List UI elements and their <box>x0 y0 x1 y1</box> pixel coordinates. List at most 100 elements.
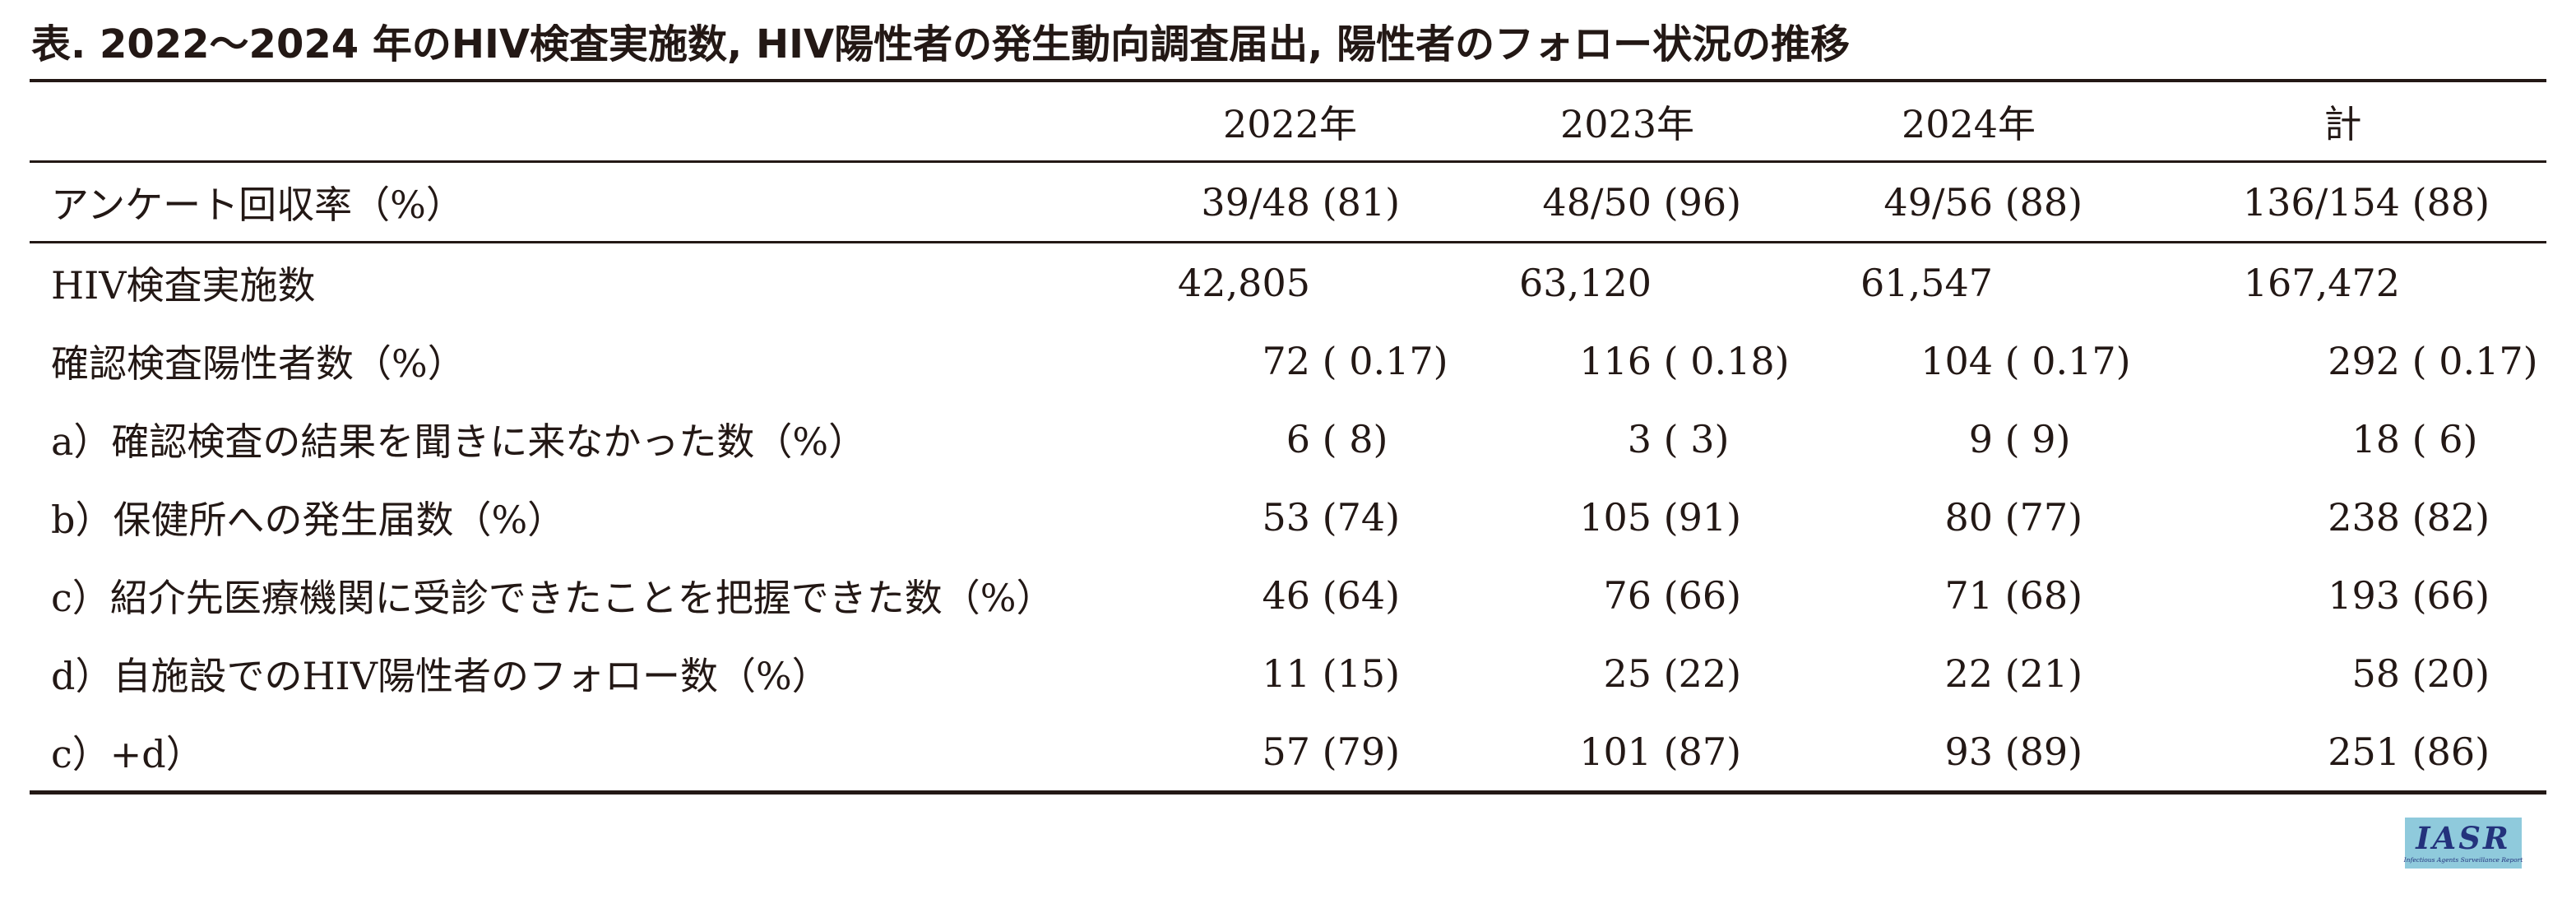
value-cell: 46 (64) <box>1124 556 1457 634</box>
value-cell: 48/50 (96) <box>1457 162 1798 243</box>
value-cell: 238 (82) <box>2139 478 2546 556</box>
value-percent: (86) <box>2400 729 2490 774</box>
row-label: c）紹介先医療機関に受診できたことを把握できた数（%） <box>51 575 1054 620</box>
value-percent: (21) <box>1993 651 2083 696</box>
value-percent: (66) <box>1652 572 1742 618</box>
value-percent: (82) <box>2400 494 2490 540</box>
row-label: c）+d） <box>51 731 204 776</box>
value-cell: 3 ( 3) <box>1457 400 1798 478</box>
table-section-0: アンケート回収率（%） 39/48 (81) 48/50 (96) 49/56 (88… <box>30 162 2546 243</box>
table-row: c）紹介先医療機関に受診できたことを把握できた数（%） 46 (64) 76 (66… <box>30 556 2546 634</box>
value-number: 58 <box>2351 651 2400 696</box>
report-table-figure: 表. 2022～2024 年のHIV検査実施数, HIV陽性者の発生動向調査届出… <box>0 20 2576 869</box>
value-percent: ( 0.17) <box>1310 338 1448 383</box>
table-row: c）+d） 57 (79) 101 (87) 93 (89) 251 (86) <box>30 712 2546 793</box>
value-number: 22 <box>1944 651 1993 696</box>
value-number: 11 <box>1262 651 1310 696</box>
table-row: 確認検査陽性者数（%） 72 ( 0.17) 116 ( 0.18) 104 ( 0.… <box>30 322 2546 400</box>
value-percent: (77) <box>1993 494 2083 540</box>
value-number: 71 <box>1944 572 1993 618</box>
value-number: 72 <box>1262 338 1310 383</box>
value-percent: ( 0.17) <box>2400 338 2538 383</box>
value-cell: 9 ( 9) <box>1798 400 2139 478</box>
value-cell: 292 ( 0.17) <box>2139 322 2546 400</box>
row-label: HIV検査実施数 <box>51 262 316 308</box>
table-row: b）保健所への発生届数（%） 53 (74) 105 (91) 80 (77) 238 … <box>30 478 2546 556</box>
value-number: 104 <box>1920 338 1993 383</box>
value-cell: 25 (22) <box>1457 634 1798 712</box>
iasr-logo-acronym: IASR <box>2416 819 2511 856</box>
table-row: アンケート回収率（%） 39/48 (81) 48/50 (96) 49/56 (88… <box>30 162 2546 243</box>
row-label: a）確認検査の結果を聞きに来なかった数（%） <box>51 419 867 464</box>
value-percent: ( 0.17) <box>1993 338 2131 383</box>
row-label: アンケート回収率（%） <box>51 182 464 227</box>
value-number: 80 <box>1944 494 1993 540</box>
value-number: 251 <box>2328 729 2400 774</box>
table-top-rule <box>30 79 2546 82</box>
value-cell: 57 (79) <box>1124 712 1457 793</box>
value-number: 46 <box>1262 572 1310 618</box>
value-number: 116 <box>1579 338 1652 383</box>
value-cell: 105 (91) <box>1457 478 1798 556</box>
value-cell: 104 ( 0.17) <box>1798 322 2139 400</box>
row-label: d）自施設でのHIV陽性者のフォロー数（%） <box>51 653 830 698</box>
value-number: 57 <box>1262 729 1310 774</box>
value-number: 136/154 <box>2242 179 2400 225</box>
value-number: 25 <box>1603 651 1652 696</box>
value-cell: 11 (15) <box>1124 634 1457 712</box>
value-cell: 61,547 <box>1798 243 2139 322</box>
value-number: 101 <box>1579 729 1652 774</box>
value-percent: (91) <box>1652 494 1742 540</box>
value-number: 18 <box>2351 416 2400 461</box>
value-cell: 49/56 (88) <box>1798 162 2139 243</box>
value-cell: 167,472 <box>2139 243 2546 322</box>
value-percent: (89) <box>1993 729 2083 774</box>
value-percent: ( 0.18) <box>1652 338 1790 383</box>
value-number: 238 <box>2328 494 2400 540</box>
value-percent: (20) <box>2400 651 2490 696</box>
value-cell: 136/154 (88) <box>2139 162 2546 243</box>
value-percent: (66) <box>2400 572 2490 618</box>
value-number: 93 <box>1944 729 1993 774</box>
value-cell: 71 (68) <box>1798 556 2139 634</box>
column-header-2: 2023年 <box>1559 101 1695 146</box>
value-percent: (22) <box>1652 651 1742 696</box>
value-number: 105 <box>1579 494 1652 540</box>
column-header-1: 2022年 <box>1222 101 1358 146</box>
value-percent: (74) <box>1310 494 1401 540</box>
value-number: 49/56 <box>1883 179 1993 225</box>
value-number: 76 <box>1603 572 1652 618</box>
value-number: 63,120 <box>1519 260 1652 305</box>
value-number: 48/50 <box>1542 179 1652 225</box>
header-spacer <box>30 82 1124 162</box>
value-number: 53 <box>1262 494 1310 540</box>
value-number: 292 <box>2328 338 2400 383</box>
column-header-3: 2024年 <box>1901 101 2036 146</box>
table-title: 表. 2022～2024 年のHIV検査実施数, HIV陽性者の発生動向調査届出… <box>31 21 1851 67</box>
value-percent: ( 3) <box>1652 416 1730 461</box>
value-number: 61,547 <box>1860 260 1993 305</box>
data-table: 2022年 2023年 2024年計 アンケート回収率（%） 39/48 (81) 48… <box>30 82 2546 794</box>
value-number: 9 <box>1968 416 1993 461</box>
column-header-4: 計 <box>2323 101 2362 146</box>
value-percent: (15) <box>1310 651 1401 696</box>
header-row: 2022年 2023年 2024年 計 <box>30 82 2546 162</box>
iasr-logo-subtitle: Infectious Agents Surveillance Report <box>2403 855 2523 864</box>
value-number: 3 <box>1627 416 1652 461</box>
value-cell: 42,805 <box>1124 243 1457 322</box>
row-label: 確認検査陽性者数（%） <box>51 340 466 386</box>
table-row: d）自施設でのHIV陽性者のフォロー数（%） 11 (15) 25 (22) 22 (… <box>30 634 2546 712</box>
value-percent: (88) <box>1993 179 2083 225</box>
value-percent: ( 9) <box>1993 416 2071 461</box>
value-cell: 76 (66) <box>1457 556 1798 634</box>
value-cell: 193 (66) <box>2139 556 2546 634</box>
value-cell: 101 (87) <box>1457 712 1798 793</box>
table-header: 2022年 2023年 2024年 計 <box>30 82 2546 162</box>
value-number: 193 <box>2328 572 2400 618</box>
value-cell: 116 ( 0.18) <box>1457 322 1798 400</box>
value-number: 167,472 <box>2243 260 2400 305</box>
iasr-logo: IASR Infectious Agents Surveillance Repo… <box>2403 818 2523 869</box>
table-row: a）確認検査の結果を聞きに来なかった数（%） 6 ( 8) 3 ( 3) 9 ( 9)… <box>30 400 2546 478</box>
value-percent: ( 8) <box>1310 416 1388 461</box>
value-cell: 93 (89) <box>1798 712 2139 793</box>
